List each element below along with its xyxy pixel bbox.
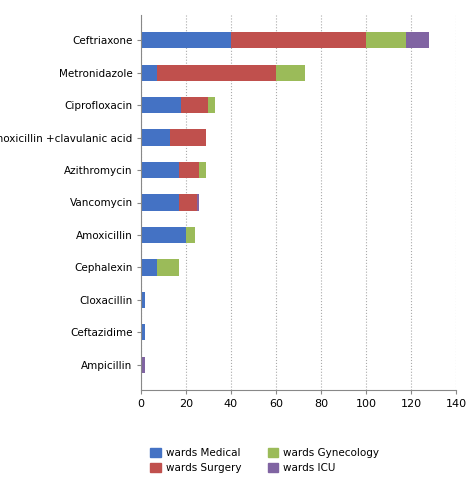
Bar [157,64,276,80]
Bar [197,194,199,210]
Bar [181,97,209,113]
Bar [366,32,407,48]
Bar [141,356,146,373]
Bar [179,162,199,178]
Bar [170,130,206,146]
Bar [141,227,186,243]
Bar [209,97,215,113]
Bar [141,260,157,276]
Bar [179,194,197,210]
Legend: wards Medical, wards Surgery, wards Gynecology, wards ICU: wards Medical, wards Surgery, wards Gyne… [146,444,384,478]
Bar [276,64,305,80]
Bar [141,162,179,178]
Bar [407,32,429,48]
Bar [141,32,231,48]
Bar [141,324,146,340]
Bar [157,260,179,276]
Bar [199,162,206,178]
Bar [141,292,146,308]
Bar [141,97,181,113]
Bar [141,194,179,210]
Bar [231,32,366,48]
Bar [141,130,170,146]
Bar [186,227,195,243]
Bar [141,64,157,80]
